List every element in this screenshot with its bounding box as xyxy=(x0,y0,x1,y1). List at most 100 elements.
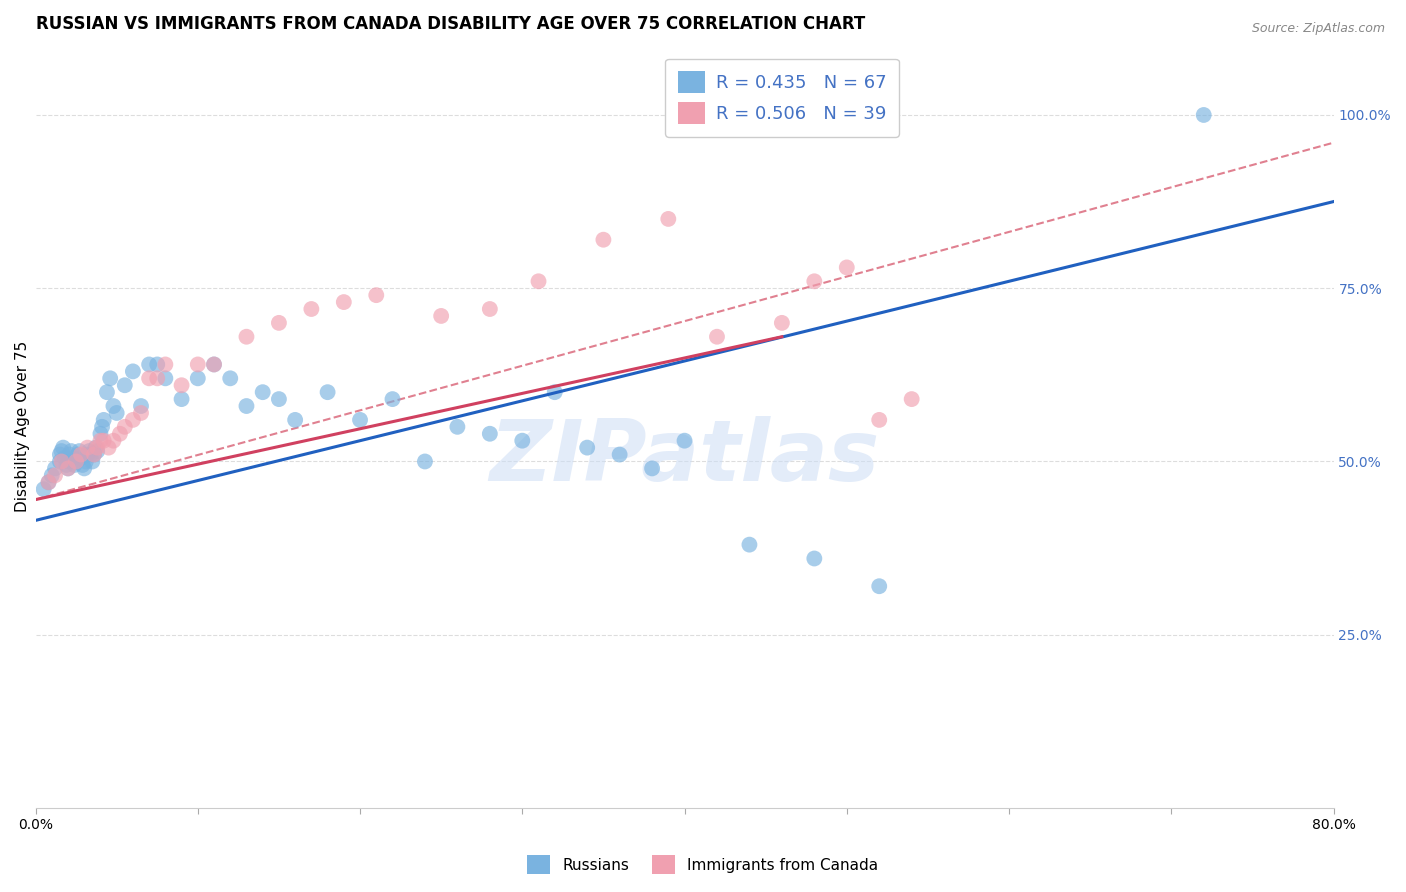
Point xyxy=(32,482,55,496)
Point xyxy=(544,385,567,400)
Point xyxy=(267,392,290,406)
Point xyxy=(103,399,125,413)
Point xyxy=(67,444,90,458)
Point xyxy=(738,538,761,552)
Point xyxy=(108,426,131,441)
Point xyxy=(76,441,98,455)
Point xyxy=(446,420,468,434)
Point xyxy=(122,413,145,427)
Point xyxy=(65,454,87,468)
Point xyxy=(868,413,890,427)
Point xyxy=(66,448,89,462)
Point xyxy=(76,448,98,462)
Point xyxy=(55,458,77,472)
Point xyxy=(103,434,125,448)
Point xyxy=(284,413,307,427)
Point xyxy=(44,461,66,475)
Point xyxy=(576,441,599,455)
Point xyxy=(41,468,63,483)
Legend: Russians, Immigrants from Canada: Russians, Immigrants from Canada xyxy=(522,849,884,880)
Point xyxy=(138,358,160,372)
Point xyxy=(59,448,82,462)
Point xyxy=(97,441,120,455)
Point xyxy=(366,288,388,302)
Text: RUSSIAN VS IMMIGRANTS FROM CANADA DISABILITY AGE OVER 75 CORRELATION CHART: RUSSIAN VS IMMIGRANTS FROM CANADA DISABI… xyxy=(35,15,865,33)
Point xyxy=(49,448,72,462)
Point xyxy=(155,358,177,372)
Point xyxy=(84,441,107,455)
Text: ZIPatlas: ZIPatlas xyxy=(489,416,880,499)
Point xyxy=(93,434,115,448)
Point xyxy=(83,448,105,462)
Point xyxy=(60,444,83,458)
Text: Source: ZipAtlas.com: Source: ZipAtlas.com xyxy=(1251,22,1385,36)
Point xyxy=(129,399,152,413)
Point xyxy=(70,450,93,465)
Point xyxy=(56,454,79,468)
Point xyxy=(1192,108,1215,122)
Point xyxy=(89,434,111,448)
Point xyxy=(82,454,104,468)
Point xyxy=(252,385,274,400)
Point xyxy=(73,461,96,475)
Point xyxy=(138,371,160,385)
Point xyxy=(51,444,73,458)
Point xyxy=(114,378,136,392)
Point xyxy=(63,458,86,472)
Point xyxy=(146,371,169,385)
Point xyxy=(155,371,177,385)
Point xyxy=(803,274,825,288)
Point xyxy=(86,444,108,458)
Point xyxy=(835,260,858,275)
Point xyxy=(77,444,100,458)
Point xyxy=(381,392,404,406)
Point xyxy=(70,448,93,462)
Point xyxy=(299,301,322,316)
Point xyxy=(122,364,145,378)
Point xyxy=(413,454,436,468)
Point xyxy=(38,475,60,490)
Point xyxy=(592,233,614,247)
Point xyxy=(96,385,118,400)
Point xyxy=(430,309,453,323)
Point xyxy=(770,316,793,330)
Point xyxy=(527,274,550,288)
Point xyxy=(51,454,73,468)
Point xyxy=(316,385,339,400)
Point xyxy=(91,420,114,434)
Point xyxy=(62,450,84,465)
Point xyxy=(65,454,87,468)
Point xyxy=(510,434,533,448)
Point xyxy=(706,330,728,344)
Point xyxy=(202,358,225,372)
Point xyxy=(202,358,225,372)
Point xyxy=(93,413,115,427)
Point xyxy=(219,371,242,385)
Point xyxy=(349,413,371,427)
Point xyxy=(170,392,193,406)
Point xyxy=(657,211,679,226)
Point xyxy=(900,392,922,406)
Point xyxy=(170,378,193,392)
Point xyxy=(333,295,356,310)
Point xyxy=(267,316,290,330)
Point xyxy=(89,426,111,441)
Point xyxy=(129,406,152,420)
Point xyxy=(478,426,501,441)
Point xyxy=(52,441,75,455)
Point xyxy=(98,371,121,385)
Point xyxy=(803,551,825,566)
Point xyxy=(44,468,66,483)
Point xyxy=(53,450,76,465)
Y-axis label: Disability Age Over 75: Disability Age Over 75 xyxy=(15,342,30,512)
Point xyxy=(49,454,72,468)
Point xyxy=(146,358,169,372)
Point xyxy=(72,458,94,472)
Point xyxy=(105,406,128,420)
Point xyxy=(75,454,97,468)
Point xyxy=(114,420,136,434)
Point xyxy=(86,441,108,455)
Point xyxy=(56,461,79,475)
Point xyxy=(673,434,696,448)
Point xyxy=(235,330,257,344)
